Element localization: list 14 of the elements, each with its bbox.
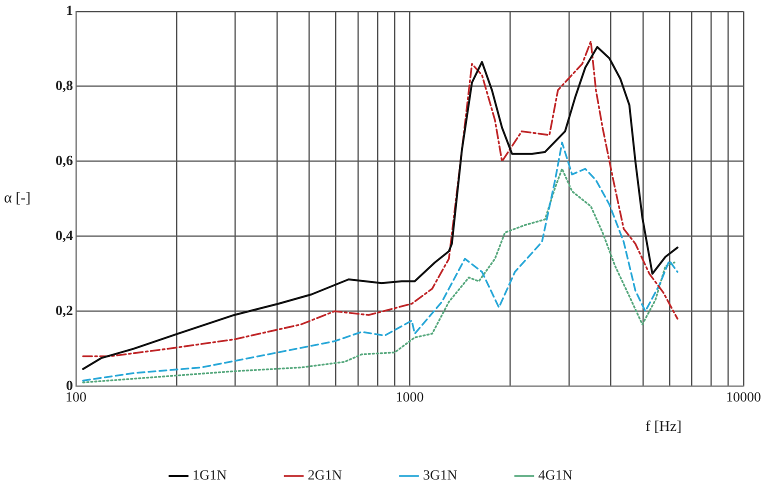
y-tick-label: 1 [66,4,73,20]
y-tick-label: 0,6 [56,154,73,169]
legend-label: 2G1N [308,468,342,484]
x-tick-label: 100 [66,390,86,406]
x-tick-label: 1000 [396,390,424,406]
y-tick-label: 0,2 [56,304,73,319]
legend-label: 4G1N [538,468,572,484]
legend-label: 3G1N [423,468,458,484]
y-axis-title: α [-] [4,190,31,207]
y-tick-label: 0,4 [56,228,73,244]
x-axis-title: f [Hz] [645,418,682,435]
legend-label: 1G1N [192,468,227,484]
y-tick-label: 0,8 [56,78,73,94]
x-tick-label: 10000 [726,390,761,406]
